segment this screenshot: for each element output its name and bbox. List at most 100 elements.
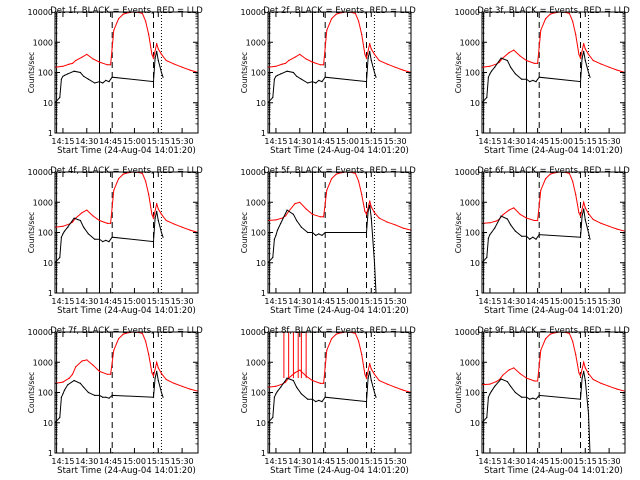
lld-rate-line xyxy=(481,171,626,232)
data-point xyxy=(102,396,104,398)
y-axis-label: Counts/sec xyxy=(240,212,249,253)
data-point xyxy=(373,71,376,74)
lld-rate-line xyxy=(267,171,412,231)
x-tick-label: 15:00 xyxy=(550,297,573,306)
data-point xyxy=(62,225,64,227)
data-point xyxy=(113,349,115,351)
x-axis-label: Start Time (24-Aug-04 14:01:20) xyxy=(484,146,623,156)
data-point xyxy=(525,59,528,62)
data-point xyxy=(579,57,582,59)
x-tick-label: 15:30 xyxy=(171,137,194,146)
data-point xyxy=(68,63,70,65)
x-tick-label: 15:15 xyxy=(360,137,383,146)
data-point xyxy=(151,53,153,55)
data-point xyxy=(272,256,274,258)
lld-rate-line xyxy=(481,11,626,73)
x-axis-label: Start Time (24-Aug-04 14:01:20) xyxy=(270,146,409,156)
data-point xyxy=(148,33,150,36)
data-point xyxy=(533,380,536,382)
x-axis-label: Start Time (24-Aug-04 14:01:20) xyxy=(484,306,623,316)
data-point xyxy=(572,340,574,342)
plot-frame xyxy=(267,331,412,454)
data-point xyxy=(272,96,274,98)
x-tick-label: 15:15 xyxy=(574,137,597,146)
data-point xyxy=(584,207,586,209)
data-point xyxy=(86,359,88,361)
x-tick-label: 14:30 xyxy=(288,457,311,466)
panel-title: Det 5f, BLACK = Events, RED = LLD xyxy=(263,166,416,176)
data-point xyxy=(315,234,317,236)
data-point xyxy=(584,48,586,50)
data-point xyxy=(59,416,61,418)
data-point xyxy=(521,78,523,80)
data-point xyxy=(525,217,528,219)
y-tick-label: 1 xyxy=(261,129,266,138)
data-point xyxy=(335,13,337,15)
data-point xyxy=(79,382,81,384)
events-rate-line xyxy=(267,205,377,294)
data-point xyxy=(354,172,356,174)
data-point xyxy=(152,375,155,377)
data-point xyxy=(587,213,590,215)
data-point xyxy=(296,219,298,222)
panel-title: Det 4f, BLACK = Events, RED = LLD xyxy=(50,166,203,176)
data-point xyxy=(73,379,75,382)
data-point xyxy=(378,379,380,382)
data-point xyxy=(152,396,155,398)
data-point xyxy=(324,231,326,234)
y-tick-label: 10000 xyxy=(455,328,480,337)
data-point xyxy=(373,391,376,394)
data-point xyxy=(326,29,328,31)
y-tick-label: 100 xyxy=(38,229,53,238)
data-point xyxy=(173,223,175,225)
data-point xyxy=(589,76,591,78)
data-point xyxy=(122,333,124,335)
data-point xyxy=(535,398,537,400)
data-point xyxy=(358,340,360,342)
y-tick-label: 1000 xyxy=(460,358,480,367)
data-point xyxy=(318,79,320,81)
data-point xyxy=(156,361,158,363)
y-tick-label: 10 xyxy=(256,419,266,428)
data-point xyxy=(83,75,85,77)
data-point xyxy=(583,370,585,372)
data-point xyxy=(81,212,83,214)
data-point xyxy=(189,388,191,390)
data-point xyxy=(111,236,113,238)
data-point xyxy=(118,18,120,20)
detector-panel: 1 10 100 1000 10000 14:15 14:30 14:45 15:00 15:15… xyxy=(27,326,203,476)
data-point xyxy=(189,229,191,231)
panel-title: Det 7f, BLACK = Events, RED = LLD xyxy=(50,326,203,336)
data-point xyxy=(572,20,574,22)
x-tick-label: 14:15 xyxy=(264,297,287,306)
data-point xyxy=(500,378,502,380)
data-point xyxy=(600,222,602,224)
data-point xyxy=(369,370,371,372)
x-tick-label: 14:30 xyxy=(288,297,311,306)
data-point xyxy=(369,363,371,365)
data-point xyxy=(587,231,590,234)
data-point xyxy=(364,373,366,375)
data-point xyxy=(63,389,66,391)
data-point xyxy=(106,64,108,66)
y-tick-label: 10000 xyxy=(28,168,53,177)
data-point xyxy=(102,241,104,243)
y-tick-label: 100 xyxy=(38,69,53,78)
data-point xyxy=(181,66,183,68)
data-point xyxy=(373,262,376,264)
data-point xyxy=(370,206,372,208)
y-tick-label: 1 xyxy=(475,449,480,458)
data-point xyxy=(572,180,574,182)
data-point xyxy=(370,379,372,382)
data-point xyxy=(94,394,96,396)
data-point xyxy=(181,385,183,387)
data-point xyxy=(75,59,77,62)
lld-rate-line xyxy=(54,171,199,233)
data-point xyxy=(608,385,610,387)
data-point xyxy=(370,59,372,62)
data-point xyxy=(276,74,279,76)
data-point xyxy=(319,382,321,384)
data-point xyxy=(502,374,504,376)
x-axis-label: Start Time (24-Aug-04 14:01:20) xyxy=(57,306,196,316)
events-rate-line xyxy=(481,51,591,104)
